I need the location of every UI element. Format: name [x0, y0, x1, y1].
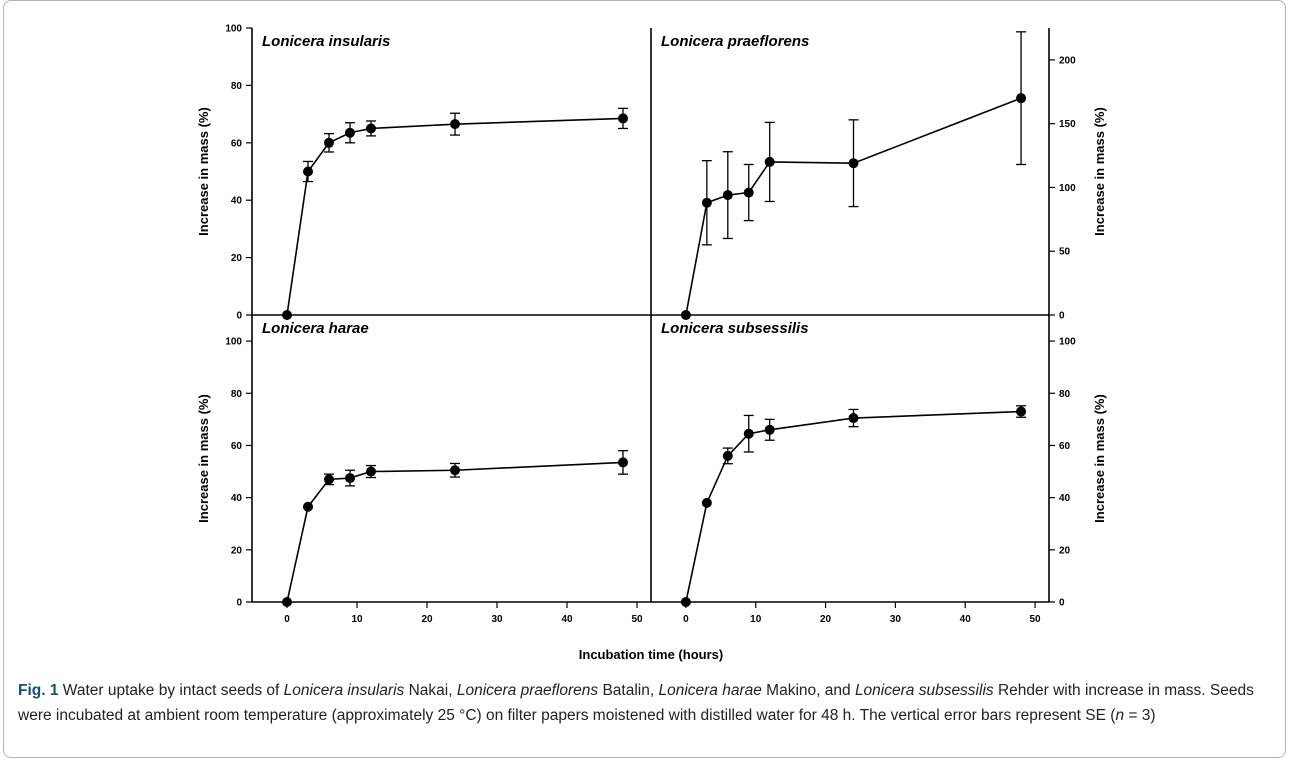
data-point: [848, 413, 859, 424]
data-point: [324, 137, 334, 148]
data-point: [618, 457, 628, 468]
panel-title: Lonicera praeflorens: [661, 33, 809, 50]
x-tick-label: 50: [1029, 614, 1041, 625]
x-tick-label: 0: [683, 614, 689, 625]
figure-label: Fig. 1: [18, 682, 59, 699]
data-point: [764, 156, 775, 167]
caption-segment: Rehder with increase in mass. Seeds were…: [18, 682, 1254, 724]
caption-segment: Lonicera subsessilis: [854, 682, 994, 699]
data-point: [282, 310, 292, 320]
y-axis-title: Increase in mass (%): [196, 394, 211, 523]
data-point: [450, 119, 460, 130]
data-point: [450, 465, 460, 476]
data-point: [324, 474, 334, 485]
data-point: [722, 450, 733, 461]
figure-caption: Fig. 1 Water uptake by intact seeds of L…: [18, 678, 1276, 728]
figure-frame: [3, 0, 1286, 758]
y-tick-label: 60: [231, 441, 243, 452]
x-tick-label: 10: [750, 614, 762, 625]
data-point: [618, 113, 628, 124]
y-tick-label: 0: [1059, 311, 1065, 322]
y-tick-label: 50: [1059, 247, 1071, 258]
x-axis-title: Incubation time (hours): [579, 647, 723, 662]
chart-panel: Lonicera subsessilis020406080100Increase…: [661, 320, 1107, 625]
caption-segment: Makino, and: [761, 682, 855, 699]
data-point: [680, 597, 691, 607]
x-tick-label: 10: [351, 614, 363, 625]
data-point: [366, 466, 376, 477]
panel-title: Lonicera harae: [262, 320, 369, 337]
series-line: [685, 410, 1022, 603]
x-tick-label: 40: [561, 614, 573, 625]
chart-panel: Lonicera praeflorens 0 50 100 150 200 Increase…: [661, 31, 1107, 322]
data-point: [345, 127, 355, 138]
data-point: [743, 428, 754, 439]
data-point: [701, 497, 712, 508]
y-tick-label: 100: [1059, 183, 1076, 194]
data-point: [1016, 93, 1027, 104]
caption-text: Water uptake by intact seeds of Lonicera…: [18, 682, 1254, 724]
y-tick-label: 40: [1059, 493, 1071, 504]
data-point: [764, 424, 775, 435]
x-tick-label: 0: [284, 614, 290, 625]
caption-segment: Lonicera harae: [658, 682, 762, 699]
caption-segment: Lonicera insularis: [283, 682, 405, 699]
y-tick-label: 80: [1059, 389, 1071, 400]
y-tick-label: 80: [231, 389, 243, 400]
x-tick-label: 40: [960, 614, 972, 625]
y-tick-label: 100: [1059, 337, 1076, 348]
y-tick-label: 0: [236, 311, 242, 322]
y-tick-label: 20: [1059, 545, 1071, 556]
data-point: [1016, 406, 1027, 417]
y-tick-label: 40: [231, 493, 243, 504]
data-point: [366, 123, 376, 134]
data-point: [680, 310, 691, 320]
y-tick-label: 40: [231, 196, 243, 207]
y-tick-label: 0: [236, 598, 242, 609]
data-point: [743, 187, 754, 198]
data-point: [848, 158, 859, 169]
series-line: [286, 461, 624, 603]
y-tick-label: 20: [231, 253, 243, 264]
data-point: [303, 501, 313, 512]
y-axis-title: Increase in mass (%): [1092, 107, 1107, 236]
panel-title: Lonicera subsessilis: [661, 320, 809, 337]
data-point: [345, 473, 355, 484]
caption-segment: Batalin,: [598, 682, 659, 699]
y-tick-label: 60: [1059, 441, 1071, 452]
data-point: [303, 166, 313, 177]
chart-panel: Lonicera insularis 0 20 40 60 80 100 Increase i…: [196, 24, 628, 322]
x-tick-label: 50: [631, 614, 643, 625]
y-axis-title: Increase in mass (%): [196, 107, 211, 236]
y-axis-title: Increase in mass (%): [1092, 394, 1107, 523]
x-tick-label: 20: [421, 614, 433, 625]
y-tick-label: 100: [225, 24, 242, 35]
caption-segment: Water uptake by intact seeds of: [58, 682, 284, 699]
data-point: [282, 597, 292, 607]
caption-segment: = 3): [1124, 707, 1156, 724]
y-tick-label: 100: [225, 337, 242, 348]
y-tick-label: 60: [231, 138, 243, 149]
y-tick-label: 0: [1059, 598, 1065, 609]
y-tick-label: 200: [1059, 55, 1076, 66]
panel-title: Lonicera insularis: [262, 33, 390, 50]
caption-segment: n: [1115, 707, 1125, 724]
x-tick-label: 30: [890, 614, 902, 625]
x-tick-label: 30: [491, 614, 503, 625]
data-point: [722, 190, 733, 201]
y-tick-label: 20: [231, 545, 243, 556]
y-tick-label: 80: [231, 81, 243, 92]
series-line: [286, 117, 624, 316]
x-tick-label: 20: [820, 614, 832, 625]
caption-segment: Nakai,: [404, 682, 457, 699]
data-point: [701, 197, 712, 208]
caption-segment: Lonicera praeflorens: [456, 682, 599, 699]
y-tick-label: 150: [1059, 119, 1076, 130]
